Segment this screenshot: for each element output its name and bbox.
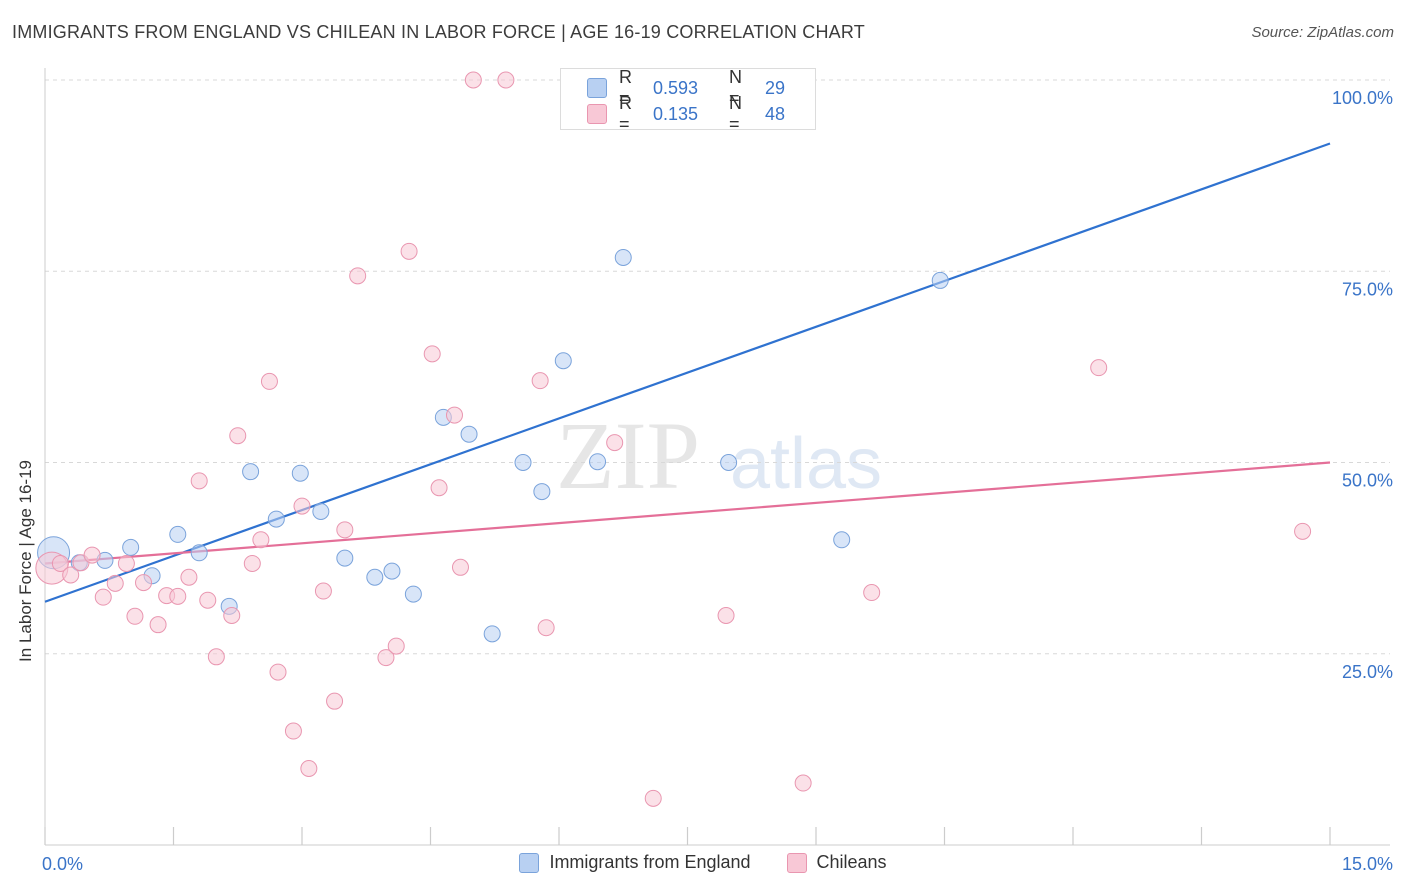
watermark-zip: ZIP [556,402,700,509]
chilean-data-point[interactable] [62,566,80,584]
y-tick-label: 50.0% [1342,471,1393,491]
y-tick-label: 100.0% [1332,88,1393,108]
england-data-point[interactable] [833,531,851,549]
chilean-data-point[interactable] [314,582,332,600]
england-data-point[interactable] [589,453,607,471]
england-data-point[interactable] [404,585,422,603]
legend-swatch-pink [786,852,807,873]
chilean-data-point[interactable] [199,591,217,609]
chilean-data-point[interactable] [336,521,354,539]
y-axis-title: In Labor Force | Age 16-19 [16,258,36,662]
stats-n-label: N = [729,67,742,108]
chilean-data-point[interactable] [423,345,441,363]
chilean-data-point[interactable] [531,372,549,390]
chilean-data-point[interactable] [106,574,124,592]
chilean-data-point[interactable] [1294,522,1312,540]
y-axis-title-text: In Labor Force | Age 16-19 [16,460,35,662]
stats-swatch-pink [587,104,607,124]
x-tick-label: 15.0% [1342,854,1393,874]
chilean-data-point[interactable] [169,587,187,605]
chilean-data-point[interactable] [94,588,112,606]
stats-swatch-blue [587,78,607,98]
england-trend-line [44,142,1331,603]
england-data-point[interactable] [554,352,572,370]
england-data-point[interactable] [483,625,501,643]
stats-r-label: R = [619,67,632,108]
chilean-data-point[interactable] [83,546,101,564]
y-tick-label: 75.0% [1342,279,1393,299]
chilean-data-point[interactable] [149,616,167,634]
chilean-data-point[interactable] [863,584,881,602]
england-data-point[interactable] [460,425,478,443]
stats-n-value: 48 [765,103,786,124]
chart-source: Source: ZipAtlas.com [1251,24,1394,41]
chilean-data-point[interactable] [229,427,247,445]
chilean-data-point[interactable] [349,267,367,285]
england-data-point[interactable] [366,568,384,586]
england-data-point[interactable] [122,538,140,556]
chilean-data-point[interactable] [537,619,555,637]
chilean-data-point[interactable] [117,554,135,572]
legend-swatch-blue [519,852,540,873]
chilean-data-point[interactable] [1090,359,1108,377]
chilean-data-point[interactable] [606,434,624,452]
chilean-data-point[interactable] [717,607,735,624]
chilean-data-point[interactable] [207,648,225,666]
chilean-data-point[interactable] [300,760,318,777]
stats-box: R = 0.593 N = 29 R = 0.135 N = 48 [560,67,816,134]
legend-item-england[interactable]: Immigrants from England [519,852,751,873]
chilean-data-point[interactable] [51,554,69,572]
chilean-data-point[interactable] [430,479,448,497]
legend-item-chileans[interactable]: Chileans [786,852,887,873]
chilean-data-point[interactable] [135,574,153,592]
stats-n-label: N = [729,93,742,134]
chilean-data-point[interactable] [269,663,287,681]
stats-r-value: 0.135 [653,103,699,124]
england-data-point[interactable] [931,271,949,289]
england-data-point[interactable] [267,510,285,528]
chilean-data-point[interactable] [464,71,482,89]
england-data-point[interactable] [514,454,532,471]
chilean-data-point[interactable] [293,497,311,515]
chart-title: IMMIGRANTS FROM ENGLAND VS CHILEAN IN LA… [12,22,865,42]
chart-legend: Immigrants from England Chileans [0,852,1406,873]
chilean-data-point[interactable] [387,637,405,655]
legend-label: Chileans [816,852,887,872]
chilean-data-point[interactable] [223,607,241,624]
chilean-data-point[interactable] [644,789,662,807]
england-data-point[interactable] [383,562,401,580]
stats-r-label: R = [619,93,632,134]
chilean-data-point[interactable] [497,71,515,89]
legend-label: Immigrants from England [549,852,751,872]
england-data-point[interactable] [169,525,187,543]
chilean-data-point[interactable] [400,242,418,260]
england-data-point[interactable] [312,502,330,520]
y-tick-label: 25.0% [1342,662,1393,682]
chilean-data-point[interactable] [377,649,395,667]
england-data-point[interactable] [533,483,551,501]
chilean-data-point[interactable] [180,568,198,586]
chilean-data-point[interactable] [451,558,469,576]
chilean-data-point[interactable] [326,692,344,710]
chilean-data-point[interactable] [243,554,261,572]
england-data-point[interactable] [614,248,632,266]
chilean-data-point[interactable] [252,531,270,549]
watermark-atlas: atlas [730,424,882,504]
chilean-data-point[interactable] [126,607,144,625]
chilean-data-point[interactable] [284,722,302,740]
england-data-point[interactable] [720,454,738,471]
stats-r-value: 0.593 [653,77,699,98]
england-data-point[interactable] [190,544,208,562]
x-tick-label: 0.0% [42,854,83,874]
chilean-data-point[interactable] [445,406,463,424]
chilean-data-point[interactable] [260,372,278,390]
england-data-point[interactable] [336,549,354,567]
england-data-point[interactable] [291,464,309,482]
chilean-data-point[interactable] [794,774,812,792]
chilean-data-point[interactable] [190,472,208,490]
stats-n-value: 29 [765,77,786,98]
england-data-point[interactable] [242,463,260,481]
